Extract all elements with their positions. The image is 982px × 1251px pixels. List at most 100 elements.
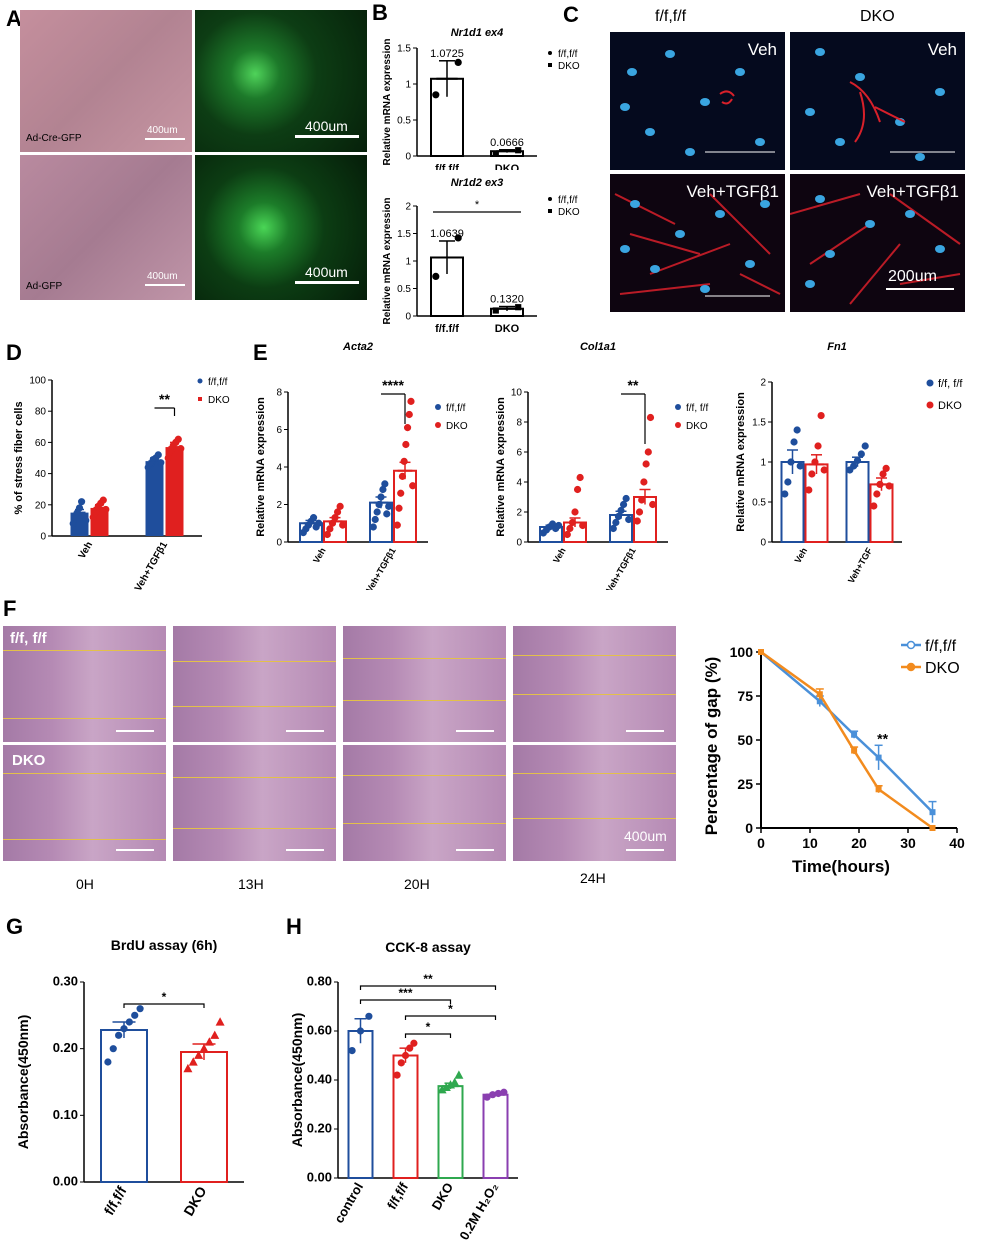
legend-marker	[548, 197, 552, 201]
x-tick-label: DKO	[495, 323, 520, 332]
chart-title: Nr1d2 ex3	[451, 177, 504, 189]
data-point	[929, 809, 936, 816]
data-point	[77, 498, 86, 506]
data-point	[851, 747, 858, 754]
data-point	[781, 490, 789, 498]
y-tick-label: 8	[516, 418, 522, 429]
legend-marker	[197, 378, 203, 384]
y-tick-label: 0.80	[307, 974, 332, 989]
y-tick-label: 100	[29, 376, 46, 387]
data-point	[638, 496, 646, 504]
image-label: Ad-GFP	[26, 281, 63, 292]
cell-nuclei	[620, 50, 775, 156]
y-axis-label: Relative mRNA expression	[382, 39, 393, 166]
data-point	[649, 500, 657, 509]
wound-edge-line	[513, 694, 676, 695]
scale-bar	[456, 849, 494, 851]
data-point	[555, 521, 563, 530]
data-point	[563, 530, 571, 539]
x-tick-label: f/f,f/f	[384, 1179, 411, 1211]
scale-bar	[626, 730, 664, 732]
row-label: DKO	[12, 752, 46, 769]
y-tick-label: 0.10	[53, 1107, 78, 1122]
y-axis-label: Absorbance(450nm)	[289, 1013, 305, 1148]
legend-marker	[926, 379, 934, 387]
bar	[145, 461, 164, 536]
legend-label: f/f,f/f	[558, 49, 578, 60]
chart-fn1: 0 0.5 1 1.5 2 Relative mRNA expression Fn1 Veh V…	[735, 341, 963, 585]
data-label: 1.0639	[430, 228, 464, 240]
x-tick-label: Veh	[551, 546, 568, 565]
wound-edge-line	[3, 839, 166, 840]
y-tick-label: 1.5	[397, 44, 411, 55]
data-point	[814, 442, 822, 450]
data-point	[199, 1043, 209, 1053]
data-point	[609, 524, 617, 533]
legend-marker	[548, 51, 552, 55]
fluorescence-image: 400um	[195, 155, 367, 300]
x-tick-label: 0	[757, 835, 765, 851]
legend-label: f/f,f/f	[446, 403, 466, 414]
data-point	[796, 462, 804, 470]
wound-edge-line	[343, 658, 506, 659]
data-point	[405, 410, 413, 419]
legend-label: DKO	[686, 421, 708, 432]
wound-image	[3, 745, 166, 861]
x-tick-label: 40	[949, 835, 965, 851]
fluorescence-image: 400um	[195, 10, 367, 152]
data-point	[870, 502, 878, 510]
data-point	[336, 502, 344, 510]
y-tick-label: 0	[760, 538, 766, 549]
significance-label: **	[423, 972, 433, 986]
data-point	[315, 519, 323, 527]
data-point	[115, 1031, 123, 1039]
x-tick-label: control	[331, 1180, 366, 1226]
chart-title: CCK-8 assay	[385, 939, 471, 955]
wound-image	[343, 745, 506, 861]
brightfield-image: Ad-Cre-GFP 400um	[20, 10, 192, 152]
y-tick-label: 0.5	[397, 116, 411, 127]
data-point	[875, 786, 882, 793]
data-point	[790, 438, 798, 446]
data-point	[120, 1025, 128, 1033]
data-point	[164, 454, 172, 462]
significance-label: **	[628, 377, 639, 393]
scale-label: 400um	[305, 118, 348, 134]
data-point	[454, 234, 462, 242]
x-tick-label: 10	[802, 835, 818, 851]
time-label: 24H	[580, 870, 606, 886]
condition-label: Veh	[747, 40, 777, 59]
data-point	[500, 1088, 508, 1096]
y-tick-label: 1.5	[752, 418, 766, 429]
data-point	[642, 460, 650, 468]
data-point	[571, 508, 579, 516]
y-tick-label: 6	[276, 425, 282, 436]
data-point	[492, 150, 499, 157]
data-point	[793, 426, 801, 434]
data-point	[622, 494, 630, 503]
chart-brdu: 0.00 0.10 0.20 0.30 Absorbance(450nm) BrdU as…	[15, 937, 244, 1218]
x-tick-label: Veh	[793, 546, 810, 565]
wound-edge-line	[173, 661, 336, 662]
data-point	[75, 504, 84, 512]
data-point	[811, 458, 819, 466]
data-point	[131, 1011, 139, 1019]
wound-edge-line	[3, 773, 166, 774]
panel-label-a: A	[6, 6, 22, 31]
y-tick-label: 1	[405, 80, 411, 91]
data-point	[929, 825, 936, 831]
scale-bar	[456, 730, 494, 732]
data-point	[454, 58, 462, 67]
data-point	[875, 754, 882, 761]
x-axis-label: Time(hours)	[792, 857, 890, 876]
data-point	[850, 462, 858, 470]
wound-image	[343, 626, 506, 742]
significance-label: ****	[382, 377, 404, 393]
data-point	[406, 1044, 414, 1052]
data-point	[397, 489, 405, 497]
data-point	[576, 473, 584, 482]
y-tick-label: 0.5	[397, 284, 411, 295]
data-point	[177, 445, 185, 453]
significance-label: ***	[398, 986, 412, 1000]
scale-bar	[116, 730, 154, 732]
